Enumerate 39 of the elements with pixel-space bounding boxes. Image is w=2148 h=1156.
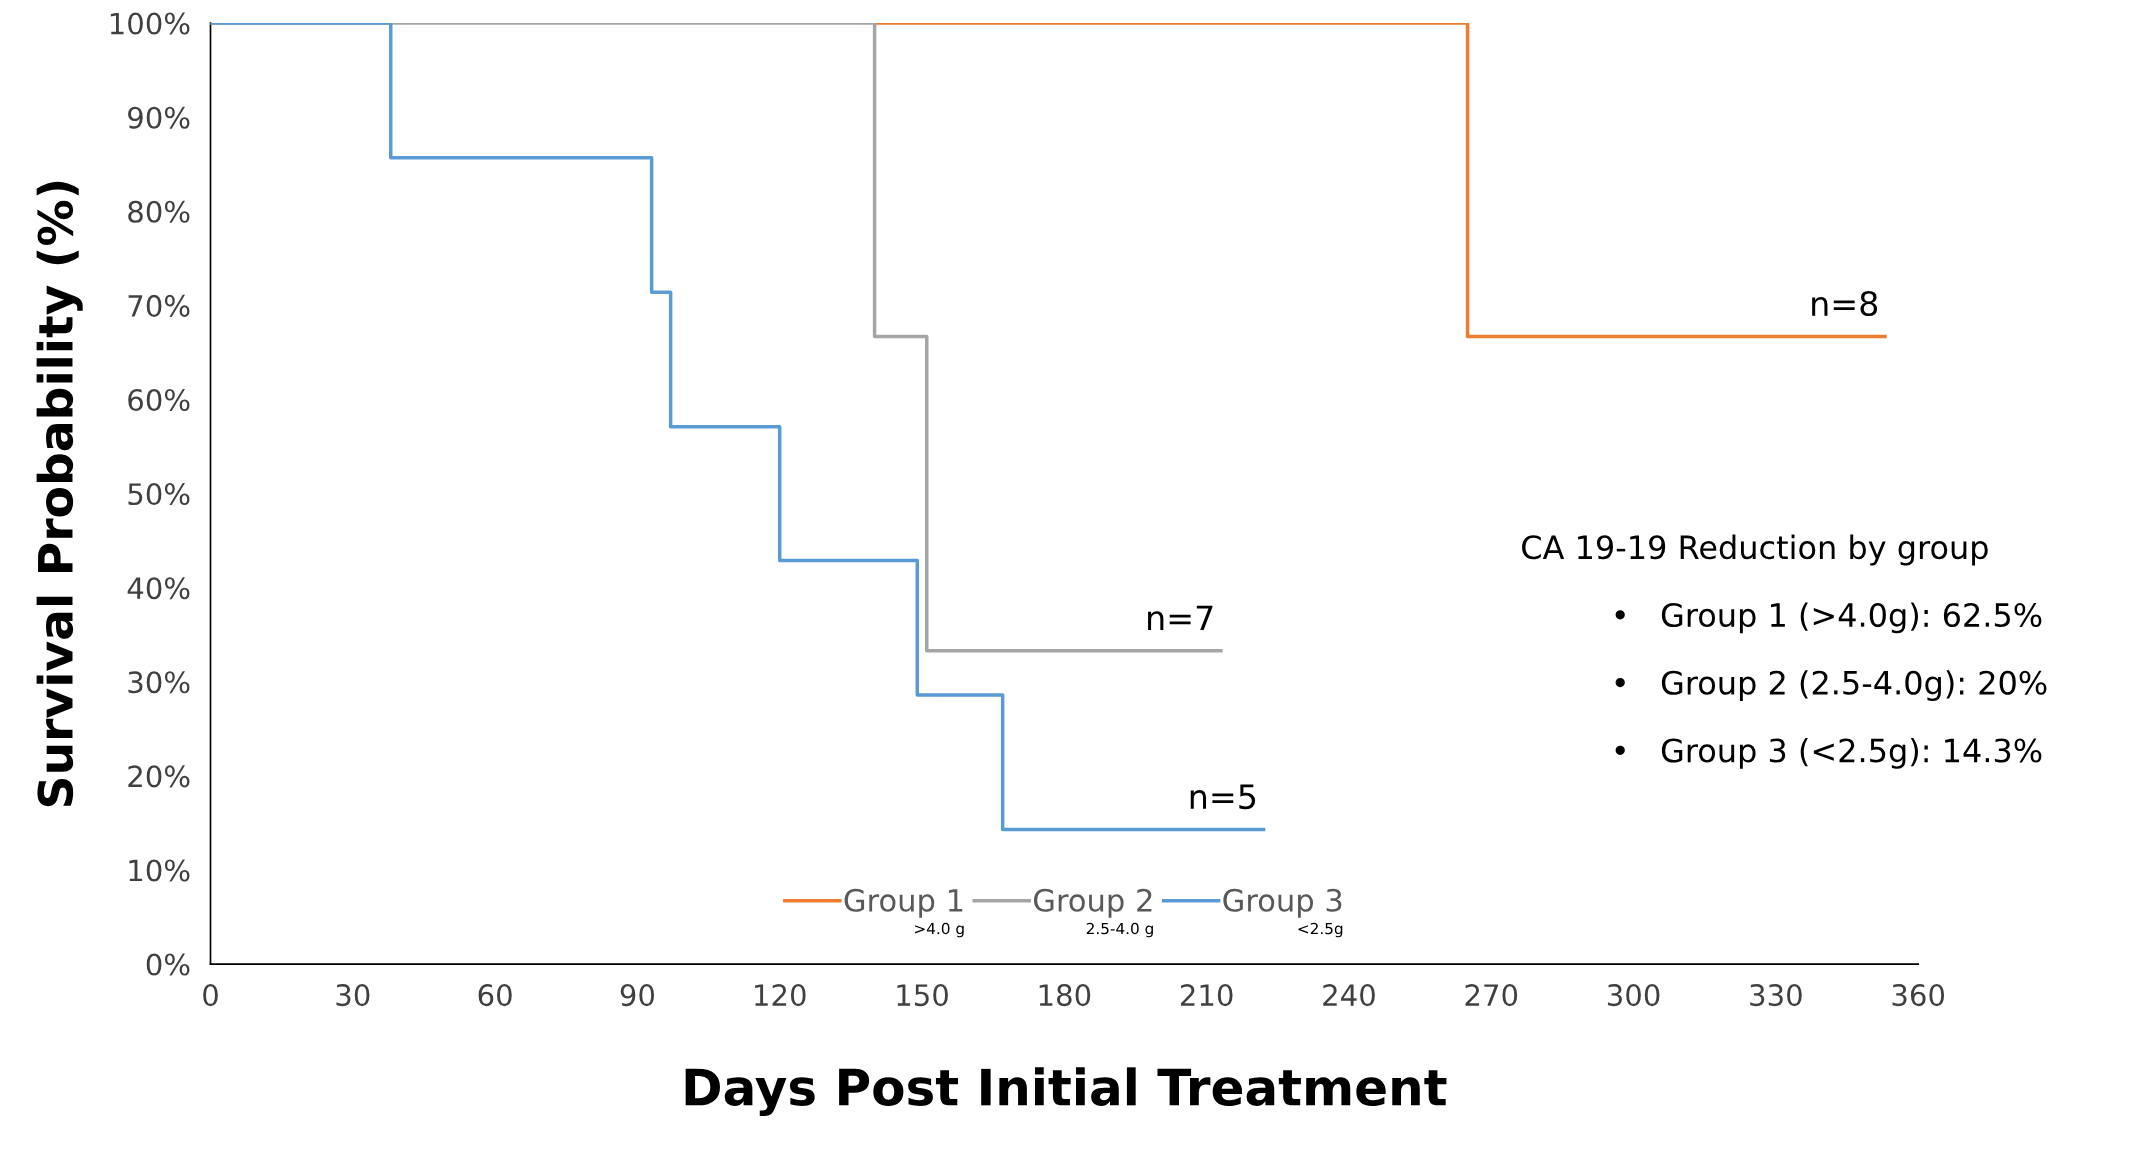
annotation: n=7 [1148,605,1213,630]
y-tick-label: 70% [128,294,190,317]
y-tick-label: 10% [129,859,190,882]
y-tick-label: 20% [128,765,190,788]
x-tick-label: 60 [478,984,512,1007]
annotation: 2.5-4.0 g [1086,922,1153,938]
annotation: CA 19-19 Reduction by group [1522,534,1988,566]
annotation: <2.5g [1298,922,1343,938]
x-tick-label: 360 [1892,984,1945,1007]
annotation: • Group 3 (<2.5g): 14.3% [1615,737,2042,769]
x-tick-label: 270 [1465,984,1518,1007]
y-tick-label: 100% [110,12,190,35]
y-tick-label: 80% [128,200,190,223]
x-tick-label: 240 [1323,984,1375,1007]
x-tick-label: 120 [755,984,806,1007]
annotation: • Group 1 (>4.0g): 62.5% [1615,602,2042,634]
y-tick-label: 0% [146,953,190,976]
y-tick-label: 60% [128,388,190,412]
x-tick-label: 90 [620,984,655,1007]
legend-label: Group 1 [844,888,963,918]
y-tick-label: 30% [128,671,190,694]
annotation: • Group 2 (2.5-4.0g): 20% [1615,670,2047,702]
annotation: n=5 [1190,784,1256,810]
x-tick-label: 180 [1039,984,1091,1007]
y-tick-label: 50% [128,483,190,506]
legend-label: Group 2 [1034,888,1152,918]
annotation: n=8 [1812,290,1878,317]
y-tick-label: 40% [127,577,190,600]
x-tick-label: 0 [203,984,218,1007]
y-axis-title: Survival Probability (%) [36,181,83,807]
y-tick-label: 90% [128,106,190,129]
x-tick-label: 330 [1750,984,1802,1007]
legend-label: Group 3 [1223,888,1342,918]
x-tick-label: 300 [1607,984,1660,1007]
x-tick-label: 30 [336,984,370,1007]
x-tick-label: 210 [1180,984,1233,1007]
x-tick-label: 150 [897,984,948,1007]
annotation: >4.0 g [915,922,964,938]
x-axis-title: Days Post Initial Treatment [685,1067,1447,1117]
